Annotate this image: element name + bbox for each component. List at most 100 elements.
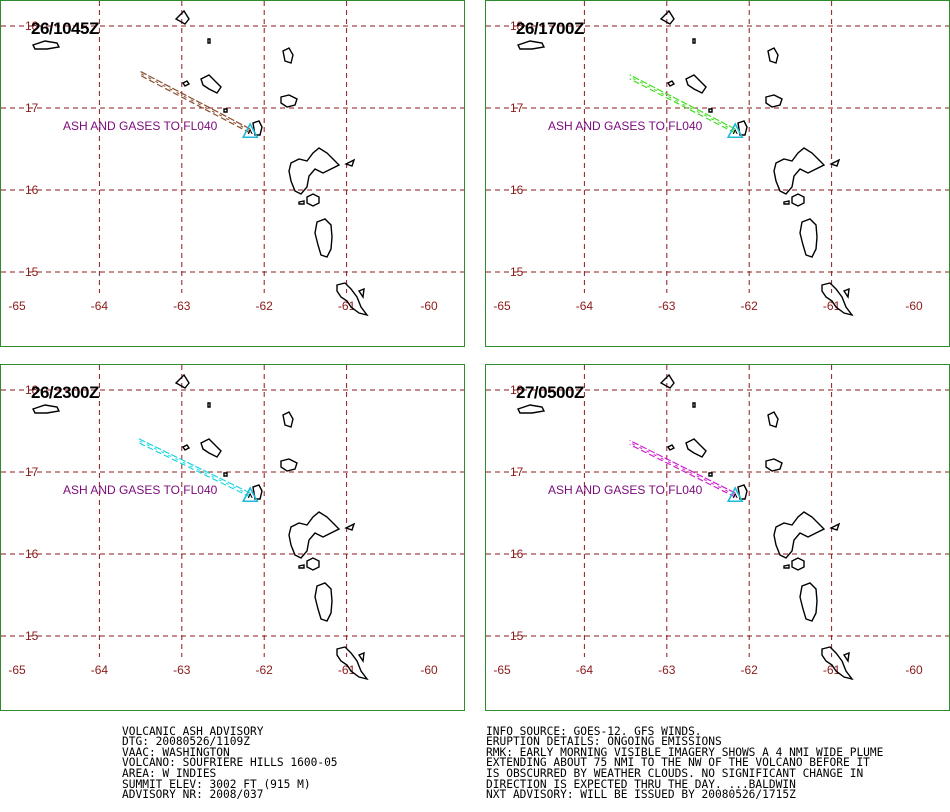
island-barbuda [282,411,294,428]
lat-tick-label: 17 [510,101,524,115]
ash-label: ASH AND GASES TO FL040 [548,119,703,133]
island-saba [181,444,191,451]
lat-tick-label: 16 [510,547,524,561]
forecast-panel-4: -65 -64 -63 -62 -61 -60 18 17 16 15 27/0500Z ASH … [485,364,950,711]
lon-tick-label: -63 [658,663,676,677]
island-statia [659,373,675,389]
lon-tick-label: -65 [493,299,511,313]
volcano-vent-icon [732,492,738,499]
island-barbuda [767,47,779,64]
lon-tick-label: -65 [493,663,511,677]
lon-tick-label: -65 [8,663,26,677]
island-nevis [685,74,707,94]
forecast-panel-2: -65 -64 -63 -62 -61 -60 18 17 16 15 26/1700Z ASH … [485,0,950,347]
island-desirade [829,522,841,531]
lon-tick-label: -60 [905,299,923,313]
lon-tick-label: -63 [658,299,676,313]
island-saint-lucia-north [842,287,850,299]
volcano-vent-icon [247,492,253,499]
island-nevis [200,438,222,458]
island-stbarts [32,40,61,50]
island-saba [181,80,191,87]
island-dominica [799,218,818,258]
lon-tick-label: -60 [905,663,923,677]
island-les-saintes [298,564,305,569]
panel-time: 26/2300Z [31,383,99,402]
island-les-saintes [298,200,305,205]
advisory-line: VOLCANIC ASH ADVISORY [122,724,264,738]
island-dominica [799,582,818,622]
island-desirade [344,522,356,531]
advisory-line: EXTENDING ABOUT 75 NMI TO THE NW OF THE … [486,756,870,770]
lon-tick-label: -64 [91,299,109,313]
advisory-line: DIRECTION IS EXPECTED THRU THE DAY. ...B… [486,777,796,791]
island-redonda [223,472,228,477]
advisory-line: ERUPTION DETAILS: ONGOING EMISSIONS [486,735,722,749]
ash-label: ASH AND GASES TO FL040 [63,483,218,497]
volcano-vent-icon [247,128,253,135]
lat-tick-label: 16 [510,183,524,197]
lat-tick-label: 17 [25,101,39,115]
island-desirade [829,158,841,167]
island-saba [666,80,676,87]
island-marie-galante [306,557,320,571]
lon-tick-label: -60 [420,663,438,677]
advisory-remarks-text: INFO SOURCE: GOES-12. GFS WINDS. ERUPTION… [486,716,883,811]
lon-tick-label: -64 [91,663,109,677]
ash-plume-edge [629,439,736,494]
island-barbuda [767,411,779,428]
island-guadeloupe [288,147,341,195]
lon-tick-label: -63 [173,299,191,313]
panel-time: 27/0500Z [516,383,584,402]
map-canvas: -65 -64 -63 -62 -61 -60 18 17 16 15 [1,365,464,681]
lon-tick-label: -61 [338,299,356,313]
lon-tick-label: -62 [256,663,274,677]
lat-tick-label: 15 [25,265,39,279]
island-stbarts [517,404,546,414]
volcano-triangle-icon [241,122,259,139]
advisory-header-text: VOLCANIC ASH ADVISORY DTG: 20080526/1109Z… [122,716,338,811]
island-les-saintes [783,564,790,569]
island-saint-lucia-north [357,287,365,299]
ash-plume-axis [629,442,736,496]
island-martinique [336,282,369,317]
lat-tick-label: 18 [510,383,524,397]
advisory-line: NXT ADVISORY: WILL BE ISSUED BY 20080526… [486,788,796,802]
island-guadeloupe [773,147,826,195]
island-statia [174,373,190,389]
island-saba [666,444,676,451]
advisory-line: INFO SOURCE: GOES-12. GFS WINDS. [486,724,702,738]
panel-time: 26/1045Z [31,19,99,38]
forecast-panel-3: -65 -64 -63 -62 -61 -60 18 17 16 15 26/2300Z ASH … [0,364,465,711]
island-martinique [821,282,854,317]
island-barbuda [282,47,294,64]
island-martinique [821,646,854,681]
ash-label: ASH AND GASES TO FL040 [548,483,703,497]
volcano-vent-icon [732,128,738,135]
volcano-triangle-icon [726,486,744,503]
island-statia [659,9,675,25]
advisory-line: VOLCANO: SOUFRIERE HILLS 1600-05 [122,756,338,770]
island-redonda [223,108,228,113]
island-antigua [280,94,298,108]
advisory-line: AREA: W_INDIES [122,766,217,780]
advisory-line: RMK: EARLY MORNING VISIBLE IMAGERY SHOWS… [486,745,884,759]
ash-plume-edge [138,442,251,498]
lon-tick-label: -64 [576,299,594,313]
advisory-line: ADVISORY NR: 2008/037 [122,788,264,802]
island-antigua [765,458,783,472]
lat-tick-label: 15 [510,265,524,279]
ash-plume-edge [629,74,736,130]
lon-tick-label: -62 [256,299,274,313]
island-saint-lucia-north [357,651,365,663]
ash-plume-axis [629,76,736,132]
lon-tick-label: -62 [741,299,759,313]
island-statia [174,9,190,25]
island-guadeloupe [773,511,826,559]
ash-plume-edge [629,78,736,134]
ash-plume-edge [629,443,736,498]
island-dominica [314,582,333,622]
lat-tick-label: 16 [25,547,39,561]
ash-label: ASH AND GASES TO FL040 [63,119,218,133]
lon-tick-label: -64 [576,663,594,677]
